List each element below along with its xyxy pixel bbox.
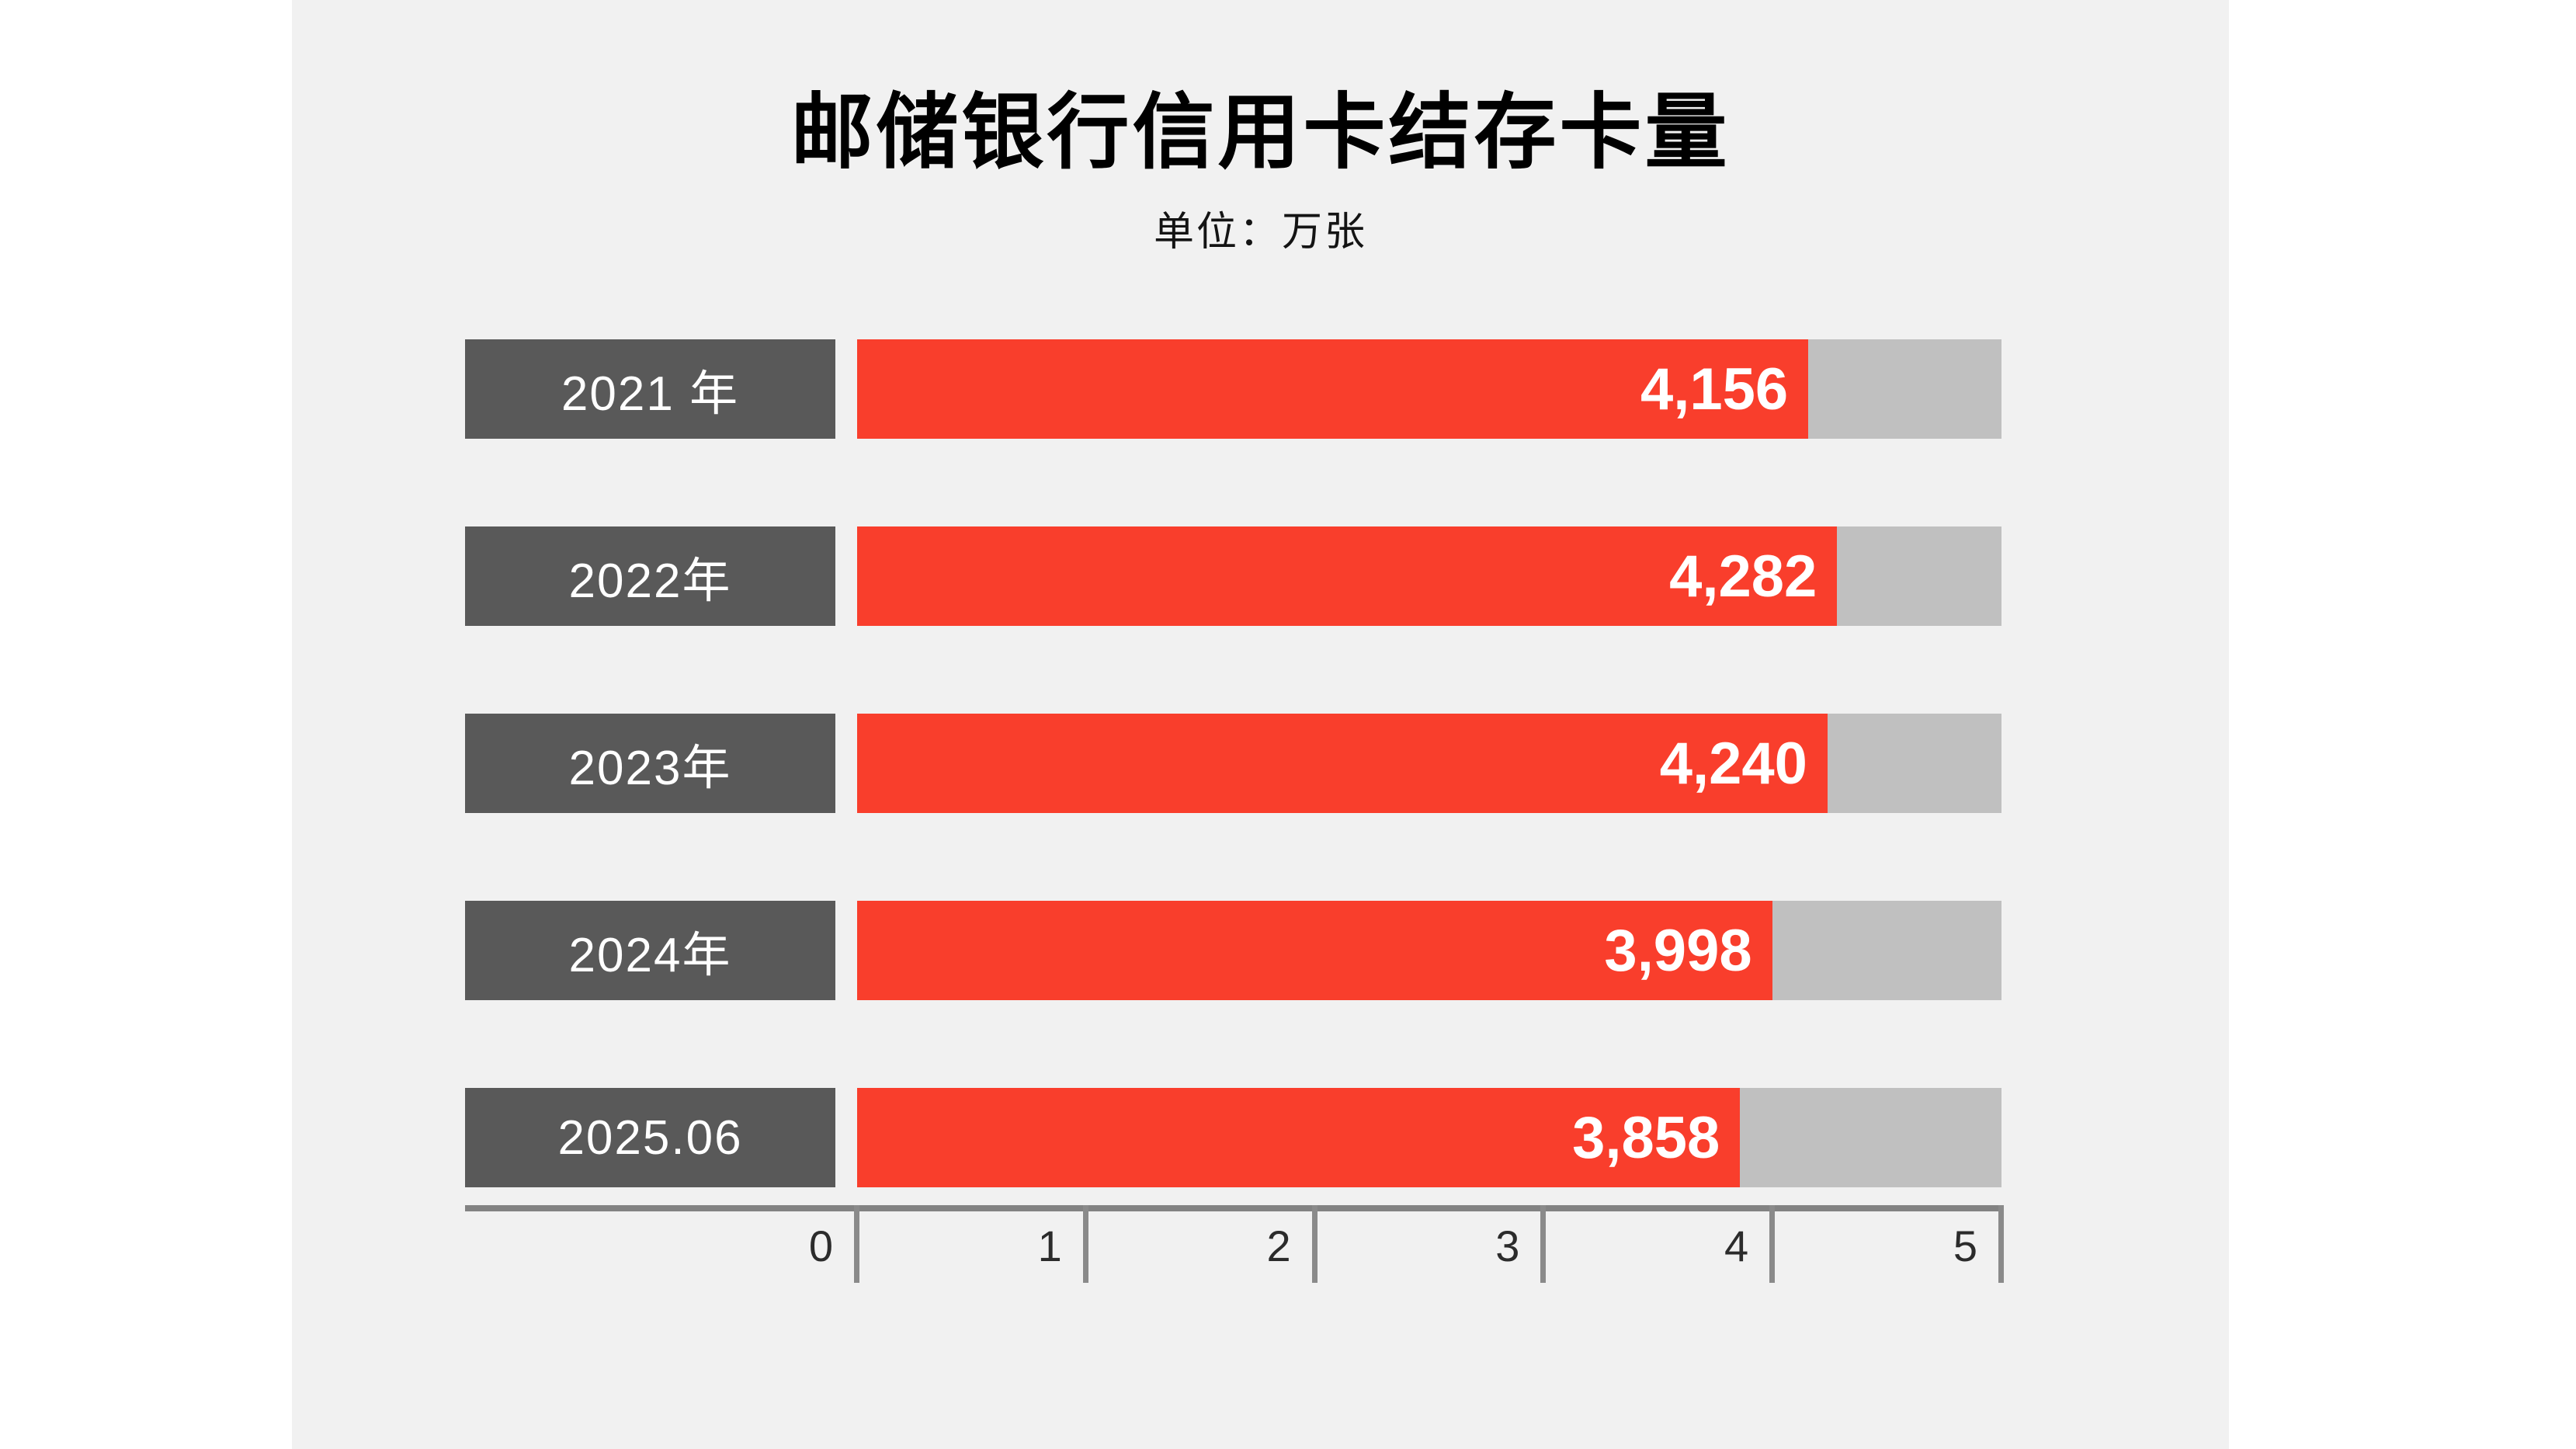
- bar-fill: 4,240: [857, 714, 1828, 813]
- axis-tick-label: 0: [808, 1221, 833, 1270]
- bar-value-label: 3,858: [1572, 1104, 1720, 1171]
- bar-fill: 3,998: [857, 901, 1772, 1000]
- category-label-box: 2023年: [465, 714, 835, 813]
- chart-title: 邮储银行信用卡结存卡量: [790, 87, 1731, 179]
- axis-tick-label: 1: [1037, 1221, 1062, 1270]
- chart-row: 2025.06 3,858: [292, 1088, 2229, 1187]
- category-label: 2024年: [568, 929, 732, 982]
- bar-value-label: 4,240: [1659, 730, 1807, 797]
- category-label-box: 2022年: [465, 526, 835, 626]
- axis-tick-label: 2: [1266, 1221, 1291, 1270]
- bar-track: 4,282: [857, 526, 2001, 626]
- bar-value-label: 4,156: [1640, 356, 1789, 422]
- bar-chart: 2021 年 4,156 2022年 4,282 2023年 4,240: [292, 0, 2229, 1449]
- axis-tick-label: 4: [1724, 1221, 1749, 1270]
- category-label-box: 2024年: [465, 901, 835, 1000]
- bar-track: 3,858: [857, 1088, 2001, 1187]
- category-label-box: 2021 年: [465, 339, 835, 439]
- axis-tick: [1998, 1205, 2004, 1283]
- axis-tick: [854, 1205, 859, 1283]
- category-label-box: 2025.06: [465, 1088, 835, 1187]
- bar-fill: 4,156: [857, 339, 1809, 439]
- axis-tick: [1311, 1205, 1318, 1283]
- axis-tick-label: 5: [1953, 1221, 1977, 1270]
- chart-subtitle: 单位：万张: [1153, 210, 1367, 255]
- chart-row: 2021 年 4,156: [292, 339, 2229, 439]
- bar-track: 4,240: [857, 714, 2001, 813]
- bar-value-label: 4,282: [1669, 543, 1817, 610]
- category-label: 2022年: [568, 554, 732, 608]
- axis-tick: [1769, 1205, 1776, 1283]
- category-label: 2021 年: [561, 367, 740, 421]
- x-axis-line: [465, 1205, 2001, 1211]
- bar-value-label: 3,998: [1604, 917, 1752, 984]
- axis-tick: [1540, 1205, 1547, 1283]
- bar-fill: 4,282: [857, 526, 1838, 626]
- axis-tick: [1082, 1205, 1088, 1283]
- bar-track: 4,156: [857, 339, 2001, 439]
- chart-row: 2022年 4,282: [292, 526, 2229, 626]
- axis-tick-label: 3: [1495, 1221, 1520, 1270]
- chart-row: 2023年 4,240: [292, 714, 2229, 813]
- bar-track: 3,998: [857, 901, 2001, 1000]
- category-label: 2025.06: [557, 1110, 743, 1165]
- chart-row: 2024年 3,998: [292, 901, 2229, 1000]
- category-label: 2023年: [568, 742, 732, 795]
- bar-rows: 2021 年 4,156 2022年 4,282 2023年 4,240: [292, 339, 2229, 1187]
- chart-canvas: 邮储银行信用卡结存卡量 单位：万张 2021 年 4,156 2022年 4,2…: [292, 0, 2229, 1449]
- bar-fill: 3,858: [857, 1088, 1741, 1187]
